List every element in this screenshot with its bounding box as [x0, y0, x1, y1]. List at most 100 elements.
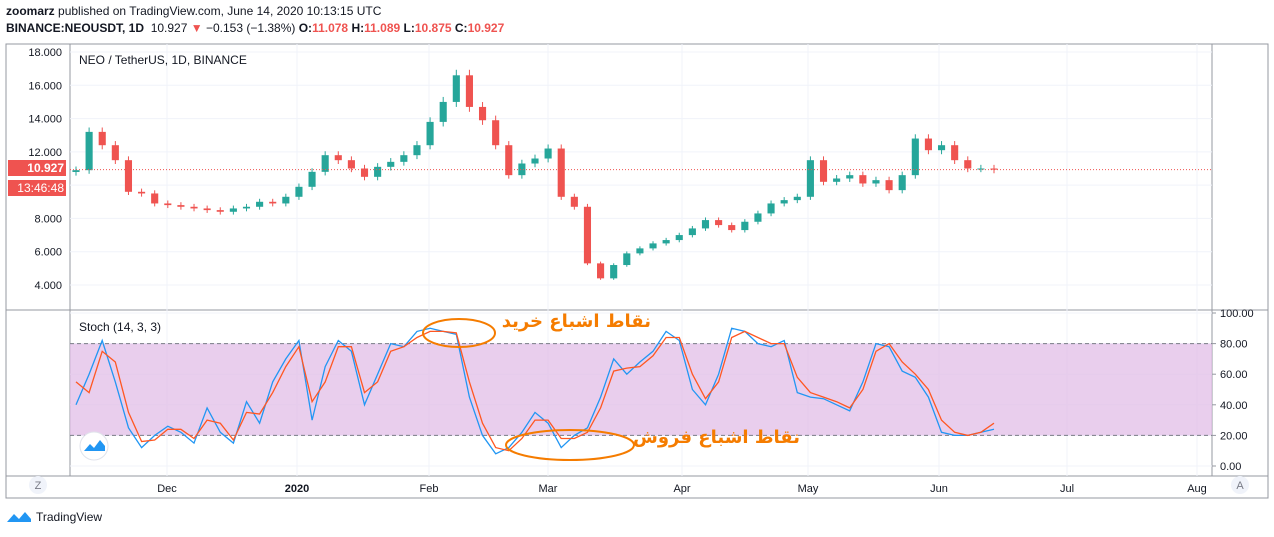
overbought-ellipse: [422, 318, 496, 348]
candle-body: [597, 263, 605, 279]
candle-body: [570, 196, 578, 207]
countdown-badge: [8, 180, 66, 196]
candle-body: [347, 160, 355, 169]
candle-body: [806, 160, 814, 197]
time-tick-label: Apr: [673, 483, 690, 495]
price-tick-label: 14.000: [28, 114, 62, 126]
close-label: C:: [454, 21, 468, 35]
candle-body: [151, 193, 159, 204]
candle-body: [85, 131, 93, 171]
candle-body: [859, 175, 867, 184]
candle-body: [518, 163, 526, 176]
stoch-tick-label: 80.00: [1220, 339, 1248, 351]
candle-body: [242, 206, 251, 209]
candle-body: [269, 201, 277, 204]
time-tick-label: Dec: [157, 483, 177, 495]
candle-body: [557, 148, 565, 197]
time-tick-label: Jul: [1060, 483, 1074, 495]
last-price-badge-text: 10.927: [27, 161, 64, 175]
candle-body: [321, 155, 329, 172]
candle-body: [308, 171, 316, 187]
candle-body: [190, 206, 198, 209]
high-value: 11.089: [364, 21, 401, 35]
candle-body: [360, 168, 369, 177]
chart-frame: [5, 43, 1269, 499]
candle-body: [649, 243, 657, 249]
zoom-button-label: Z: [35, 480, 42, 492]
price-legend: NEO / TetherUS, 1D, BINANCE: [79, 53, 247, 67]
zoom-button[interactable]: Z: [29, 476, 47, 494]
candle-body: [138, 191, 146, 194]
stoch-tick-label: 60.00: [1220, 369, 1248, 381]
price-tick-label: 16.000: [28, 80, 62, 92]
stoch-tick-label: 0.00: [1220, 461, 1241, 473]
publish-info: zoomarz published on TradingView.com, Ju…: [6, 4, 381, 18]
price-change: −0.153 (−1.38%): [205, 21, 296, 35]
overbought-annotation: نقاط اشباع خرید: [502, 311, 651, 332]
stoch-axis[interactable]: 100.00 80.00 60.00 40.00 20.00 0.00: [1212, 308, 1254, 473]
candle-body: [465, 75, 473, 107]
stoch-legend: Stoch (14, 3, 3): [79, 320, 161, 334]
candle-body: [72, 170, 80, 172]
time-tick-label: Jun: [930, 483, 948, 495]
tradingview-logo-icon: [7, 512, 31, 522]
stoch-tick-label: 20.00: [1220, 430, 1248, 442]
high-label: H:: [351, 21, 365, 35]
candle-body: [544, 148, 552, 159]
candle-body: [833, 178, 841, 182]
candle-body: [426, 121, 434, 146]
candle-body: [990, 168, 998, 170]
price-tick-label: 6.000: [34, 247, 62, 259]
stoch-tick-label: 40.00: [1220, 400, 1248, 412]
candles: [72, 69, 998, 280]
candle-body: [387, 161, 395, 167]
time-tick-label: 2020: [285, 483, 309, 495]
open-label: O:: [298, 21, 313, 35]
price-tick-label: 4.000: [34, 280, 62, 292]
auto-scale-button-label: A: [1236, 480, 1244, 492]
candle-body: [977, 168, 985, 170]
candle-body: [478, 106, 487, 121]
candle-body: [951, 145, 959, 161]
candle-body: [164, 203, 172, 206]
candle-body: [715, 220, 723, 226]
stoch-lines: [75, 327, 995, 455]
candle-body: [924, 138, 932, 151]
candle-body: [819, 160, 828, 182]
tradingview-watermark-icon: [79, 431, 109, 461]
time-tick-label: Aug: [1187, 483, 1207, 495]
candle-body: [728, 225, 736, 231]
low-label: L:: [403, 21, 415, 35]
candle-body: [937, 145, 946, 151]
candle-body: [885, 180, 893, 191]
candle-body: [741, 221, 749, 231]
candle-body: [98, 131, 106, 146]
candle-body: [439, 101, 447, 122]
candle-body: [505, 145, 513, 176]
publish-text: published on TradingView.com, June 14, 2…: [58, 4, 382, 18]
candle-body: [452, 75, 460, 102]
time-tick-label: May: [798, 483, 819, 495]
last-price: 10.927: [150, 21, 188, 35]
time-axis[interactable]: Dec 2020 Feb Mar Apr May Jun Jul Aug: [157, 483, 1207, 495]
auto-scale-button[interactable]: A: [1231, 476, 1249, 494]
candle-body: [872, 180, 880, 184]
price-tick-label: 18.000: [28, 47, 62, 59]
candle-body: [701, 220, 710, 229]
stoch-d-line: [75, 330, 995, 452]
candle-body: [282, 196, 290, 204]
stoch-k-line: [75, 327, 995, 455]
price-tick-label: 12.000: [28, 147, 62, 159]
candle-body: [256, 201, 264, 207]
candle-body: [662, 240, 670, 244]
ohlc-header: BINANCE:NEOUSDT, 1D 10.927 ▼ −0.153 (−1.…: [6, 21, 504, 35]
candle-body: [610, 265, 618, 279]
tradingview-brand[interactable]: TradingView: [6, 510, 102, 524]
candle-body: [754, 213, 762, 222]
candle-body: [177, 205, 185, 207]
candle-body: [583, 206, 592, 264]
candle-body: [623, 253, 631, 266]
time-tick-label: Feb: [420, 483, 439, 495]
candle-body: [675, 235, 683, 241]
